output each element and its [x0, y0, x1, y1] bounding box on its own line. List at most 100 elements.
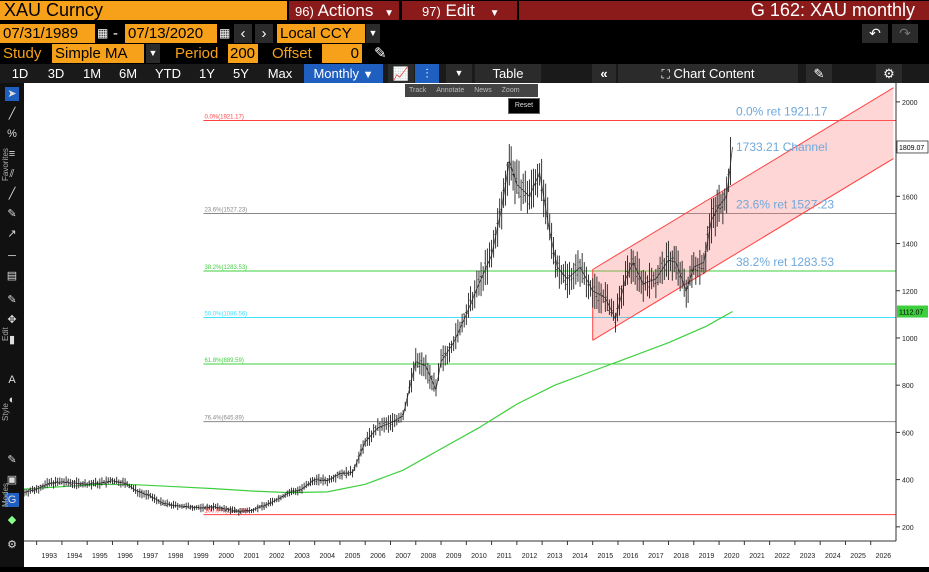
x-tick-label: 2012 [522, 553, 538, 560]
ma-line [23, 310, 733, 494]
fib-right-label-2: 38.2% ret 1283.53 [736, 255, 834, 269]
track-button[interactable]: Track [409, 87, 427, 94]
x-tick-label: 2011 [497, 553, 512, 560]
calendar-icon[interactable]: ▦ [97, 26, 109, 40]
currency-text: Local CCY [280, 25, 352, 42]
fibonacci-icon[interactable]: ≡ [8, 148, 16, 160]
period-tab-1d[interactable]: 1D [11, 66, 29, 81]
period-tab-5y[interactable]: 5Y [233, 66, 249, 81]
ticker-field[interactable]: XAU Curncy [0, 1, 287, 20]
edit-label: Edit [1, 327, 10, 341]
chart-content-icon: ⛶ [661, 67, 670, 81]
title-bar: XAU Curncy 96) Actions ▼ 97) Edit ▼ G 16… [0, 0, 929, 23]
x-tick-label: 2022 [774, 553, 790, 560]
parallel-lines-icon[interactable]: ▤ [6, 270, 18, 282]
study-value: Simple MA [55, 45, 128, 62]
period-tab-ytd[interactable]: YTD [155, 66, 181, 81]
x-tick-label: 2004 [320, 553, 336, 560]
ma-price-label: 1112.07 [899, 310, 923, 317]
fibonacci-levels: 0.0%(1921.17) 23.6%(1527.23) 38.2%(1283.53… [24, 83, 896, 541]
collapse-left-icon[interactable]: « [592, 64, 616, 83]
edit-menu[interactable]: 97) Edit ▼ [402, 1, 517, 20]
chevron-down-icon[interactable]: ▼ [146, 44, 160, 63]
x-tick-label: 2023 [800, 553, 816, 560]
draw-icon[interactable]: ✎ [7, 294, 17, 306]
arrow-line-icon[interactable]: ↗ [7, 228, 17, 240]
horizontal-line-icon[interactable]: ─ [8, 250, 16, 262]
period-tab-max[interactable]: Max [267, 66, 293, 81]
period-tab-6m[interactable]: 6M [118, 66, 138, 81]
eraser-icon[interactable]: ▮ [8, 334, 16, 346]
undo-icon[interactable]: ↶ [862, 24, 888, 43]
table-button[interactable]: Table [475, 64, 541, 83]
line-chart-icon[interactable]: 📈 [388, 64, 414, 83]
actions-label: Actions [317, 1, 374, 20]
chart-area[interactable]: 0.0%(1921.17) 23.6%(1527.23) 38.2%(1283.53… [22, 83, 929, 567]
x-tick-label: 1995 [92, 553, 108, 560]
frequency-select[interactable]: Monthly ▼ [304, 64, 383, 83]
offset-input[interactable]: 0 [322, 44, 362, 63]
actions-menu[interactable]: 96) Actions ▼ [289, 1, 399, 20]
prev-arrow-icon[interactable]: ‹ [234, 24, 252, 43]
chart-content-button[interactable]: ⛶ Chart Content [618, 64, 798, 83]
x-tick-label: 2017 [648, 553, 664, 560]
settings-gear-icon[interactable]: ⚙ [7, 539, 17, 551]
mode-select-icon[interactable]: ▣ [6, 474, 18, 486]
period-tab-1y[interactable]: 1Y [199, 66, 215, 81]
chevron-down-icon[interactable]: ▼ [446, 64, 472, 83]
fib-right-label-1: 23.6% ret 1527.23 [736, 197, 834, 211]
y-tick-label: 1400 [902, 242, 918, 249]
x-tick-label: 2026 [876, 553, 892, 560]
x-tick-label: 2025 [850, 553, 866, 560]
pen-icon[interactable]: ✎ [7, 208, 17, 220]
x-tick-label: 2003 [294, 553, 310, 560]
channel-fill [592, 87, 894, 341]
percent-icon[interactable]: % [7, 128, 17, 140]
next-arrow-icon[interactable]: › [255, 24, 273, 43]
chevron-down-icon: ▼ [384, 8, 394, 19]
period-tab-3d[interactable]: 3D [47, 66, 65, 81]
pencil-icon[interactable]: ✎ [374, 45, 387, 62]
x-tick-label: 1999 [193, 553, 209, 560]
date-separator: - [113, 25, 118, 42]
fib-label-5: 76.4%(645.89) [204, 416, 243, 422]
edit-chart-icon[interactable]: ✎ [806, 64, 832, 83]
period-tab-1m[interactable]: 1M [82, 66, 102, 81]
period-input[interactable]: 200 [228, 44, 258, 63]
mode-color-icon[interactable]: ◆ [7, 514, 17, 526]
color-icon[interactable]: ◐ [8, 394, 16, 406]
mode-pen-icon[interactable]: ✎ [7, 454, 17, 466]
mode-g-icon[interactable]: G [5, 493, 19, 507]
x-tick-label: 2020 [724, 553, 740, 560]
x-tick-label: 2009 [446, 553, 462, 560]
chevron-down-icon[interactable]: ▼ [366, 24, 380, 43]
style-label: Style [1, 403, 10, 421]
channel-upper-line [592, 87, 894, 270]
calendar-icon[interactable]: ▦ [219, 26, 231, 40]
text-style-icon[interactable]: A [8, 374, 16, 386]
draw-line-icon[interactable]: ╱ [8, 108, 16, 120]
price-chart[interactable]: 0.0%(1921.17) 23.6%(1527.23) 38.2%(1283.53… [22, 83, 929, 567]
study-select[interactable]: Simple MA [52, 44, 144, 63]
fib-right-label-0: 0.0% ret 1921.17 [736, 104, 828, 118]
move-icon[interactable]: ✥ [7, 314, 17, 326]
x-tick-label: 2007 [395, 553, 411, 560]
end-date-input[interactable]: 07/13/2020 [125, 24, 217, 43]
gear-icon[interactable]: ⚙ [876, 64, 902, 83]
cursor-icon[interactable]: ➤ [5, 87, 19, 101]
annotate-button[interactable]: Annotate [436, 87, 465, 94]
news-button[interactable]: News [474, 87, 492, 94]
table-label: Table [492, 66, 524, 81]
trend-icon[interactable]: ╱ [8, 188, 16, 200]
redo-icon[interactable]: ↷ [892, 24, 918, 43]
chevron-down-icon: ▼ [362, 69, 374, 81]
plot-background [24, 83, 896, 541]
currency-select[interactable]: Local CCY [277, 24, 365, 43]
zoom-button[interactable]: Zoom [501, 87, 520, 94]
start-date-input[interactable]: 07/31/1989 [0, 24, 95, 43]
bar-chart-icon[interactable]: ⫶ [415, 64, 439, 83]
reset-button[interactable]: Reset [508, 98, 540, 114]
channel-icon[interactable]: ⫽ [9, 168, 15, 180]
x-tick-label: 1997 [143, 553, 159, 560]
x-tick-label: 2021 [749, 553, 765, 560]
